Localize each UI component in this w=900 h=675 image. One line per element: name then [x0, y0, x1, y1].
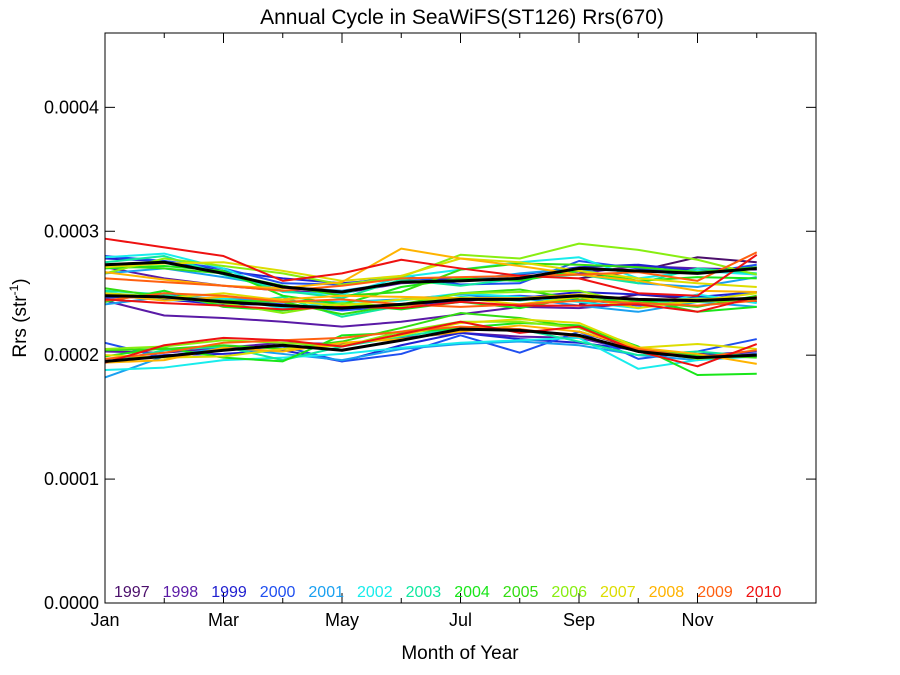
legend-label-2001: 2001 — [308, 584, 344, 601]
series-2007-mean-line — [104, 292, 757, 310]
x-tick-label: Jan — [90, 610, 119, 630]
climatology-lower-line — [104, 327, 757, 363]
legend-label-2000: 2000 — [260, 584, 296, 601]
series-2009-upper-line — [104, 251, 758, 292]
x-tick-label: Sep — [563, 610, 595, 630]
legend-label-2008: 2008 — [649, 584, 685, 601]
series-2006-upper-line — [104, 242, 757, 286]
series-2009-lower-line — [104, 325, 757, 360]
y-axis-label-sup: -1 — [7, 284, 21, 295]
chart-title: Annual Cycle in SeaWiFS(ST126) Rrs(670) — [260, 6, 664, 29]
climatology-mean-line — [104, 294, 757, 310]
x-tick-label: Nov — [681, 610, 713, 630]
x-tick-label: Mar — [208, 610, 239, 630]
plot-lines — [104, 237, 758, 379]
climatology-upper-line — [104, 260, 757, 294]
series-2010-mean-line — [104, 295, 757, 313]
series-2010-upper-line — [104, 237, 758, 297]
y-tick-label: 0.0002 — [44, 345, 99, 365]
legend-label-2010: 2010 — [746, 584, 782, 601]
legend-label-2004: 2004 — [454, 584, 490, 601]
legend-label-2002: 2002 — [357, 584, 393, 601]
legend-label-1997: 1997 — [114, 584, 150, 601]
legend-label-2009: 2009 — [697, 584, 733, 601]
y-tick-label: 0.0004 — [44, 97, 99, 117]
series-2007-upper-line — [104, 257, 757, 289]
legend-label-1998: 1998 — [163, 584, 199, 601]
series-2002-lower-line — [104, 336, 757, 372]
x-tick-label: Jul — [449, 610, 472, 630]
y-axis-ticks: 0.0000 0.0001 0.0002 0.0003 0.0004 — [44, 97, 816, 613]
y-axis-label-main: Rrs (str — [10, 295, 31, 358]
legend-label-2006: 2006 — [551, 584, 587, 601]
legend: 1997 1998 1999 2000 2001 2002 2003 2004 2005 2006… — [114, 584, 781, 601]
y-tick-label: 0.0003 — [44, 221, 99, 241]
x-axis-label: Month of Year — [401, 643, 519, 664]
legend-label-2007: 2007 — [600, 584, 636, 601]
y-axis-label: Rrs (str-1) — [7, 278, 31, 357]
y-tick-label: 0.0000 — [44, 593, 99, 613]
x-axis-ticks: Jan Mar May Jul Sep Nov — [90, 33, 817, 630]
legend-label-1999: 1999 — [211, 584, 247, 601]
y-tick-label: 0.0001 — [44, 469, 99, 489]
legend-label-2005: 2005 — [503, 584, 539, 601]
x-tick-label: May — [325, 610, 359, 630]
y-axis-label-close: ) — [10, 278, 31, 284]
legend-label-2003: 2003 — [406, 584, 442, 601]
series-2002-upper-line — [104, 252, 757, 296]
plot-frame — [104, 32, 817, 604]
